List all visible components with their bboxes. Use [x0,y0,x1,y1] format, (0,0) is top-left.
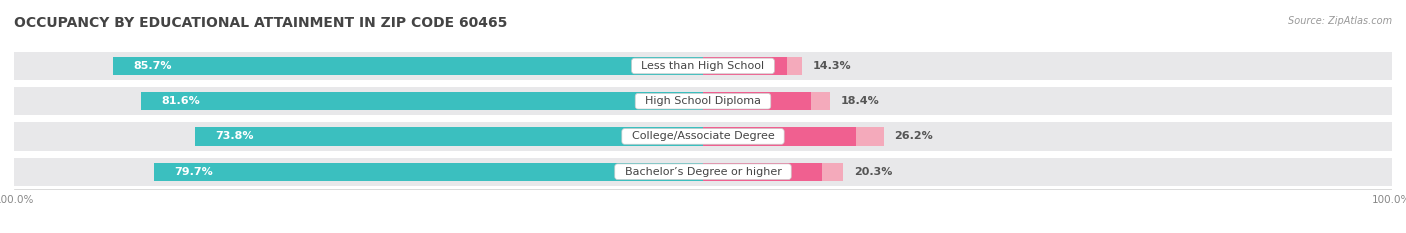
Text: Source: ZipAtlas.com: Source: ZipAtlas.com [1288,16,1392,26]
Bar [14,87,1392,115]
Text: 85.7%: 85.7% [134,61,172,71]
Text: 79.7%: 79.7% [174,167,214,177]
Bar [703,163,823,181]
Text: 14.3%: 14.3% [813,61,851,71]
Text: OCCUPANCY BY EDUCATIONAL ATTAINMENT IN ZIP CODE 60465: OCCUPANCY BY EDUCATIONAL ATTAINMENT IN Z… [14,16,508,30]
Text: High School Diploma: High School Diploma [638,96,768,106]
Text: 18.4%: 18.4% [841,96,880,106]
Bar [112,57,703,75]
Text: 73.8%: 73.8% [215,131,253,141]
Bar [14,52,1392,80]
Bar [14,122,1392,151]
Bar [703,163,842,181]
Text: 26.2%: 26.2% [894,131,934,141]
Text: 20.3%: 20.3% [853,167,893,177]
Bar [153,163,703,181]
Bar [14,158,1392,186]
Bar [703,127,856,146]
Bar [703,92,830,110]
Bar [194,127,703,146]
Bar [703,57,787,75]
Bar [703,57,801,75]
Bar [703,127,883,146]
Bar [141,92,703,110]
Text: Bachelor’s Degree or higher: Bachelor’s Degree or higher [617,167,789,177]
Text: College/Associate Degree: College/Associate Degree [624,131,782,141]
Text: Less than High School: Less than High School [634,61,772,71]
Text: 81.6%: 81.6% [162,96,200,106]
Bar [703,92,811,110]
